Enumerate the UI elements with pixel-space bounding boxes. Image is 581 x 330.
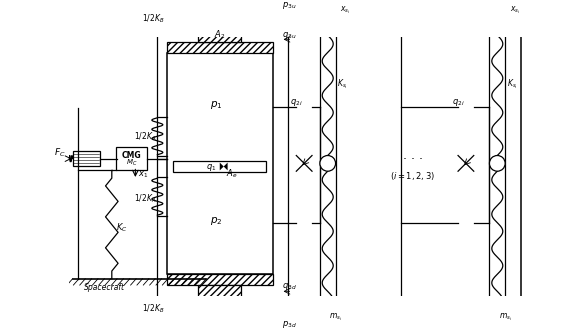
Text: $F_C$: $F_C$ (55, 147, 66, 159)
Text: $A_2$: $A_2$ (214, 28, 225, 41)
Text: $q_{3u}$: $q_{3u}$ (282, 30, 297, 41)
Polygon shape (220, 163, 224, 170)
Polygon shape (198, 285, 241, 299)
Text: $q_{3d}$: $q_{3d}$ (282, 281, 297, 292)
Text: $q_1$: $q_1$ (206, 162, 216, 173)
Text: $x_{s_i}$: $x_{s_i}$ (510, 5, 521, 16)
Text: $A_e$: $A_e$ (226, 168, 238, 180)
Circle shape (489, 155, 505, 171)
Text: $x_1$: $x_1$ (138, 170, 148, 180)
Text: $p_1$: $p_1$ (210, 99, 222, 111)
Text: $p_{3d}$: $p_{3d}$ (282, 319, 297, 330)
Text: . . .: . . . (403, 149, 422, 162)
Bar (73, 151, 100, 167)
Text: $p_2$: $p_2$ (210, 215, 222, 227)
Text: $(i=1,2,3)$: $(i=1,2,3)$ (390, 170, 435, 182)
Text: $1/2K_B$: $1/2K_B$ (142, 303, 164, 315)
Text: $1/2K_B$: $1/2K_B$ (142, 12, 164, 25)
Text: CMG: CMG (121, 150, 141, 160)
Bar (116, 147, 147, 170)
Bar (173, 161, 267, 172)
Text: $K_C$: $K_C$ (116, 222, 127, 234)
Text: $q_{2i}$: $q_{2i}$ (290, 97, 303, 109)
Circle shape (320, 155, 336, 171)
Text: $p_{3u}$: $p_{3u}$ (282, 0, 297, 11)
Text: $m_{s_i}$: $m_{s_i}$ (499, 311, 512, 323)
Text: $M_C$: $M_C$ (125, 158, 137, 168)
Polygon shape (167, 274, 272, 285)
Polygon shape (198, 27, 241, 42)
Text: $1/2K_A$: $1/2K_A$ (134, 130, 156, 143)
Text: $m_{s_i}$: $m_{s_i}$ (329, 311, 343, 323)
Text: Spacecraft: Spacecraft (84, 283, 125, 292)
Text: $x_{s_i}$: $x_{s_i}$ (340, 5, 351, 16)
Text: $K_{s_i}$: $K_{s_i}$ (337, 78, 348, 91)
Polygon shape (224, 163, 228, 170)
Text: $1/2K_A$: $1/2K_A$ (134, 192, 156, 205)
Text: $q_{2i}$: $q_{2i}$ (452, 97, 464, 109)
Bar (167, 53, 272, 274)
Polygon shape (167, 42, 272, 53)
Text: $K_{s_i}$: $K_{s_i}$ (507, 78, 518, 91)
